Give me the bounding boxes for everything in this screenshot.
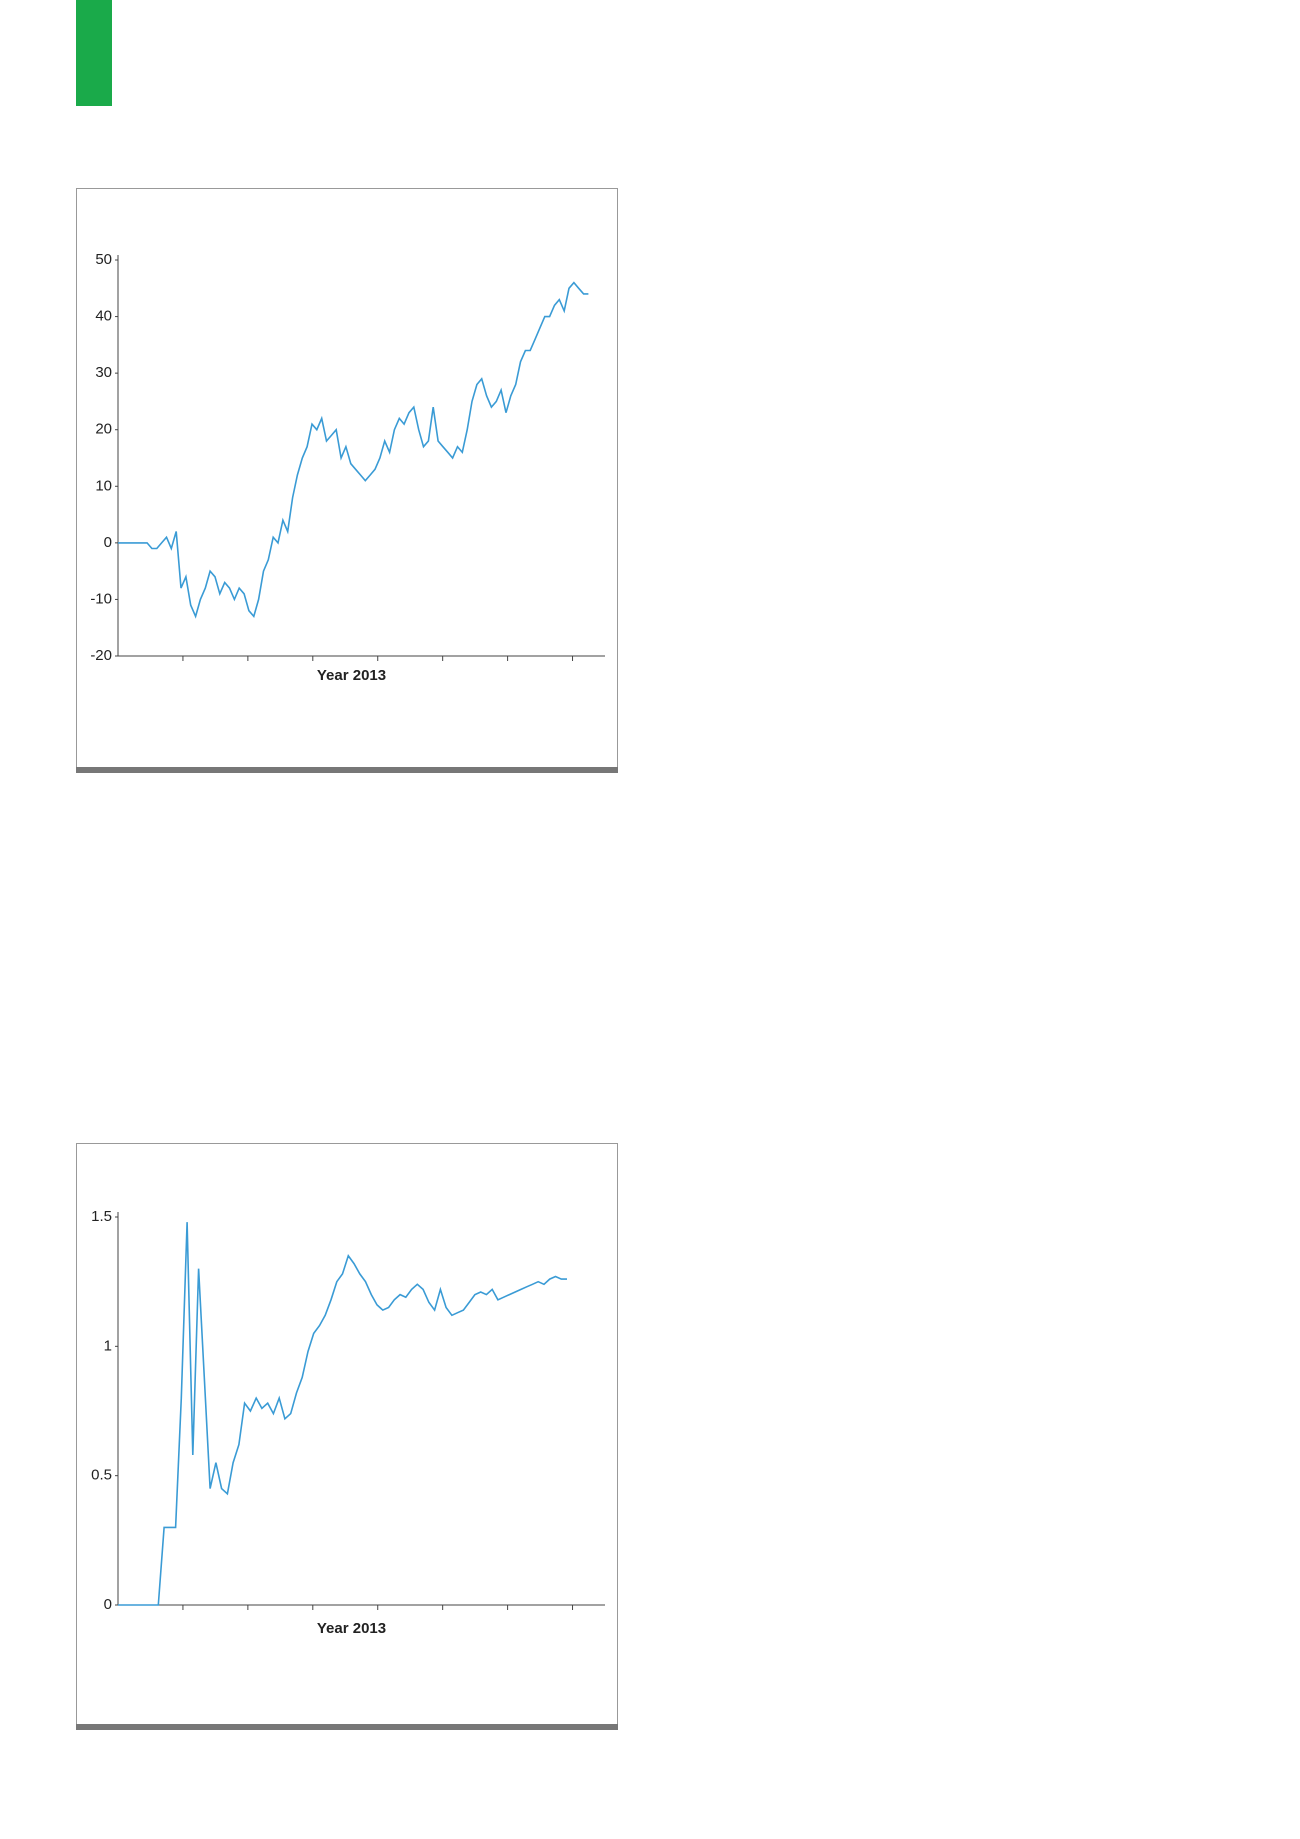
y-tick-label: 40 bbox=[95, 308, 112, 325]
chart-frame bbox=[76, 188, 618, 772]
frame-bottom bbox=[76, 767, 618, 773]
y-tick-label: 0.5 bbox=[91, 1467, 112, 1484]
y-tick-label: 30 bbox=[95, 364, 112, 381]
y-tick-label: 20 bbox=[95, 421, 112, 438]
y-tick-label: 0 bbox=[104, 1596, 112, 1613]
frame-bottom bbox=[76, 1724, 618, 1730]
y-tick-label: 0 bbox=[104, 534, 112, 551]
data-line bbox=[118, 1222, 567, 1606]
data-line bbox=[118, 281, 589, 619]
green-tab bbox=[76, 0, 112, 106]
y-tick-label: 1.5 bbox=[91, 1208, 112, 1225]
y-tick-label: 50 bbox=[95, 251, 112, 268]
x-axis-label: Year 2013 bbox=[317, 667, 386, 684]
chart-frame bbox=[76, 1143, 618, 1729]
y-tick-label: -10 bbox=[90, 590, 112, 607]
y-tick-label: 1 bbox=[104, 1337, 112, 1354]
y-tick-label: -20 bbox=[90, 647, 112, 664]
x-axis-label: Year 2013 bbox=[317, 1620, 386, 1637]
y-tick-label: 10 bbox=[95, 477, 112, 494]
